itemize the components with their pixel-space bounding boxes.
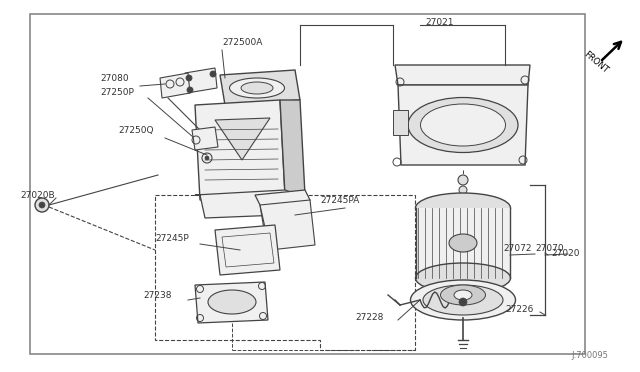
Text: 27020: 27020	[551, 248, 579, 257]
Polygon shape	[398, 85, 528, 165]
Text: 27021: 27021	[425, 17, 454, 26]
Text: 27020B: 27020B	[20, 190, 54, 199]
Ellipse shape	[440, 285, 486, 305]
Circle shape	[205, 156, 209, 160]
Polygon shape	[195, 282, 268, 323]
Circle shape	[459, 186, 467, 194]
Circle shape	[459, 298, 467, 306]
Polygon shape	[215, 118, 270, 160]
Circle shape	[39, 202, 45, 208]
Text: 27080: 27080	[100, 74, 129, 83]
Ellipse shape	[420, 104, 506, 146]
Ellipse shape	[230, 78, 285, 98]
Polygon shape	[280, 100, 305, 195]
Ellipse shape	[415, 263, 511, 293]
Polygon shape	[395, 65, 530, 85]
Ellipse shape	[408, 97, 518, 153]
Ellipse shape	[423, 285, 503, 315]
Polygon shape	[195, 190, 300, 218]
Ellipse shape	[454, 290, 472, 300]
Polygon shape	[195, 100, 285, 200]
Text: 27250Q: 27250Q	[118, 125, 154, 135]
Text: 272500A: 272500A	[222, 38, 262, 46]
Ellipse shape	[410, 280, 515, 320]
Bar	[416, 208, 510, 278]
Circle shape	[187, 87, 193, 93]
Ellipse shape	[241, 82, 273, 94]
Polygon shape	[192, 127, 218, 150]
Circle shape	[186, 75, 192, 81]
Circle shape	[35, 198, 49, 212]
Circle shape	[458, 175, 468, 185]
Text: 27226: 27226	[505, 305, 533, 314]
Text: 27250P: 27250P	[100, 87, 134, 96]
Text: 27245PA: 27245PA	[320, 196, 359, 205]
Ellipse shape	[208, 290, 256, 314]
Text: 27245P: 27245P	[155, 234, 189, 243]
Polygon shape	[185, 68, 217, 93]
Polygon shape	[160, 73, 190, 98]
Polygon shape	[260, 200, 315, 250]
Bar	[30, 14, 585, 354]
Circle shape	[460, 196, 466, 202]
Ellipse shape	[449, 234, 477, 252]
Text: 27238: 27238	[143, 292, 172, 301]
Text: J:700095: J:700095	[571, 351, 608, 360]
Text: 27228: 27228	[355, 314, 383, 323]
Polygon shape	[215, 225, 280, 275]
Polygon shape	[393, 110, 408, 135]
Text: FRONT: FRONT	[582, 49, 610, 75]
Polygon shape	[255, 190, 310, 235]
Circle shape	[210, 71, 216, 77]
Ellipse shape	[415, 193, 511, 223]
Text: 27072: 27072	[503, 244, 531, 253]
Polygon shape	[220, 70, 300, 105]
Text: 27070: 27070	[535, 244, 564, 253]
